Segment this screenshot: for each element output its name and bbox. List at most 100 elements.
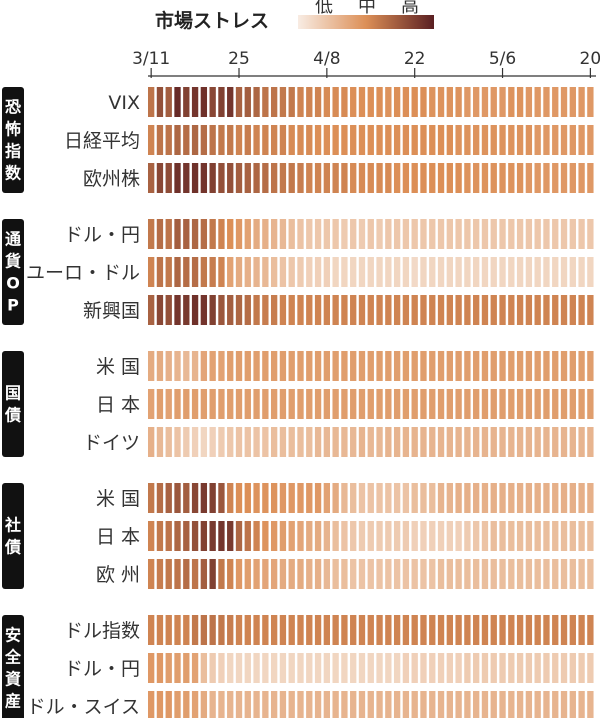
heatmap-cell [314, 163, 322, 193]
heatmap-cell [341, 615, 348, 645]
group-label: 通貨 O P [5, 230, 21, 315]
heatmap-cell [376, 351, 383, 381]
heatmap-cell [385, 351, 392, 381]
heatmap-cell [587, 163, 594, 193]
heatmap-cell [560, 163, 568, 193]
heatmap-cell [270, 615, 278, 645]
row-label: 米 国 [96, 488, 140, 510]
heatmap-cell [385, 653, 392, 683]
heatmap-cell [270, 257, 278, 287]
heatmap-cell [227, 295, 234, 325]
heatmap-cell [279, 389, 287, 419]
heatmap-row: 欧州株 [83, 163, 594, 193]
heatmap-cell [341, 427, 348, 457]
heatmap-cell [218, 389, 225, 419]
heatmap-cell [279, 351, 287, 381]
heatmap-cell [270, 351, 278, 381]
heatmap-cell [534, 521, 541, 551]
heatmap-cell [420, 125, 427, 155]
heatmap-cell [402, 257, 410, 287]
row-label: ユーロ・ドル [26, 262, 140, 284]
heatmap-cell [262, 87, 269, 117]
heatmap-cell [464, 257, 471, 287]
heatmap-cell [376, 389, 383, 419]
x-tick-label: 25 [228, 49, 250, 69]
heatmap-cell [376, 257, 383, 287]
heatmap-cell [560, 427, 568, 457]
heatmap-cell [402, 351, 410, 381]
heatmap-cell [235, 295, 243, 325]
heatmap-cell [323, 219, 331, 249]
heatmap-cell [402, 125, 410, 155]
heatmap-cell [183, 427, 190, 457]
heatmap-cell [227, 389, 234, 419]
heatmap-cell [306, 389, 313, 419]
heatmap-cell [148, 87, 155, 117]
heatmap-cell [464, 295, 471, 325]
heatmap-cell [437, 521, 445, 551]
heatmap-cell [543, 427, 550, 457]
heatmap-cell [262, 615, 269, 645]
heatmap-cell [420, 615, 427, 645]
heatmap-cell [323, 389, 331, 419]
heatmap-cell [165, 257, 172, 287]
heatmap-cell [429, 427, 436, 457]
heatmap-cell [490, 87, 497, 117]
heatmap-cell [288, 483, 295, 513]
heatmap-cell [543, 559, 550, 589]
heatmap-cell [253, 219, 260, 249]
heatmap-cell [534, 389, 541, 419]
heatmap-cell [288, 691, 295, 718]
heatmap-cell [560, 559, 568, 589]
heatmap-cell [587, 125, 594, 155]
heatmap-cell [341, 521, 348, 551]
heatmap-cell [525, 427, 533, 457]
heatmap-cell [393, 87, 401, 117]
heatmap-cell [587, 483, 594, 513]
heatmap-cell [376, 219, 383, 249]
heatmap-cell [587, 351, 594, 381]
heatmap-cell [209, 521, 216, 551]
heatmap-cell [446, 257, 453, 287]
heatmap-cell [279, 483, 287, 513]
heatmap-cell [569, 427, 576, 457]
heatmap-cell [446, 427, 453, 457]
heatmap-cell [420, 389, 427, 419]
heatmap-cell [437, 257, 445, 287]
heatmap-cell [420, 521, 427, 551]
heatmap-cell [402, 219, 410, 249]
heatmap-cell [490, 559, 497, 589]
heatmap-cell [253, 257, 260, 287]
heatmap-cell [156, 219, 164, 249]
heatmap-cell [560, 351, 568, 381]
heatmap-cell [516, 125, 524, 155]
heatmap-cell [358, 351, 366, 381]
heatmap-cell [560, 295, 568, 325]
heatmap-cell [297, 389, 304, 419]
heatmap-cell [288, 427, 295, 457]
heatmap-cell [569, 389, 576, 419]
heatmap-cell [552, 257, 559, 287]
heatmap-cell [156, 653, 164, 683]
heatmap-cell [446, 691, 453, 718]
heatmap-cell [569, 615, 576, 645]
heatmap-cell [218, 691, 225, 718]
group-label: 恐怖指数 [5, 98, 22, 183]
heatmap-cell [464, 219, 471, 249]
heatmap-cell [481, 653, 489, 683]
heatmap-cell [314, 521, 322, 551]
heatmap-cell [209, 653, 216, 683]
heatmap-cell [367, 351, 374, 381]
heatmap-cell [341, 691, 348, 718]
heatmap-cell [534, 125, 541, 155]
heatmap-cell [499, 163, 506, 193]
heatmap-cell [534, 653, 541, 683]
heatmap-cell [323, 125, 331, 155]
heatmap-cell [148, 389, 155, 419]
heatmap-cell [420, 219, 427, 249]
heatmap-cell [429, 691, 436, 718]
heatmap-cell [560, 483, 568, 513]
heatmap-cell [552, 653, 559, 683]
